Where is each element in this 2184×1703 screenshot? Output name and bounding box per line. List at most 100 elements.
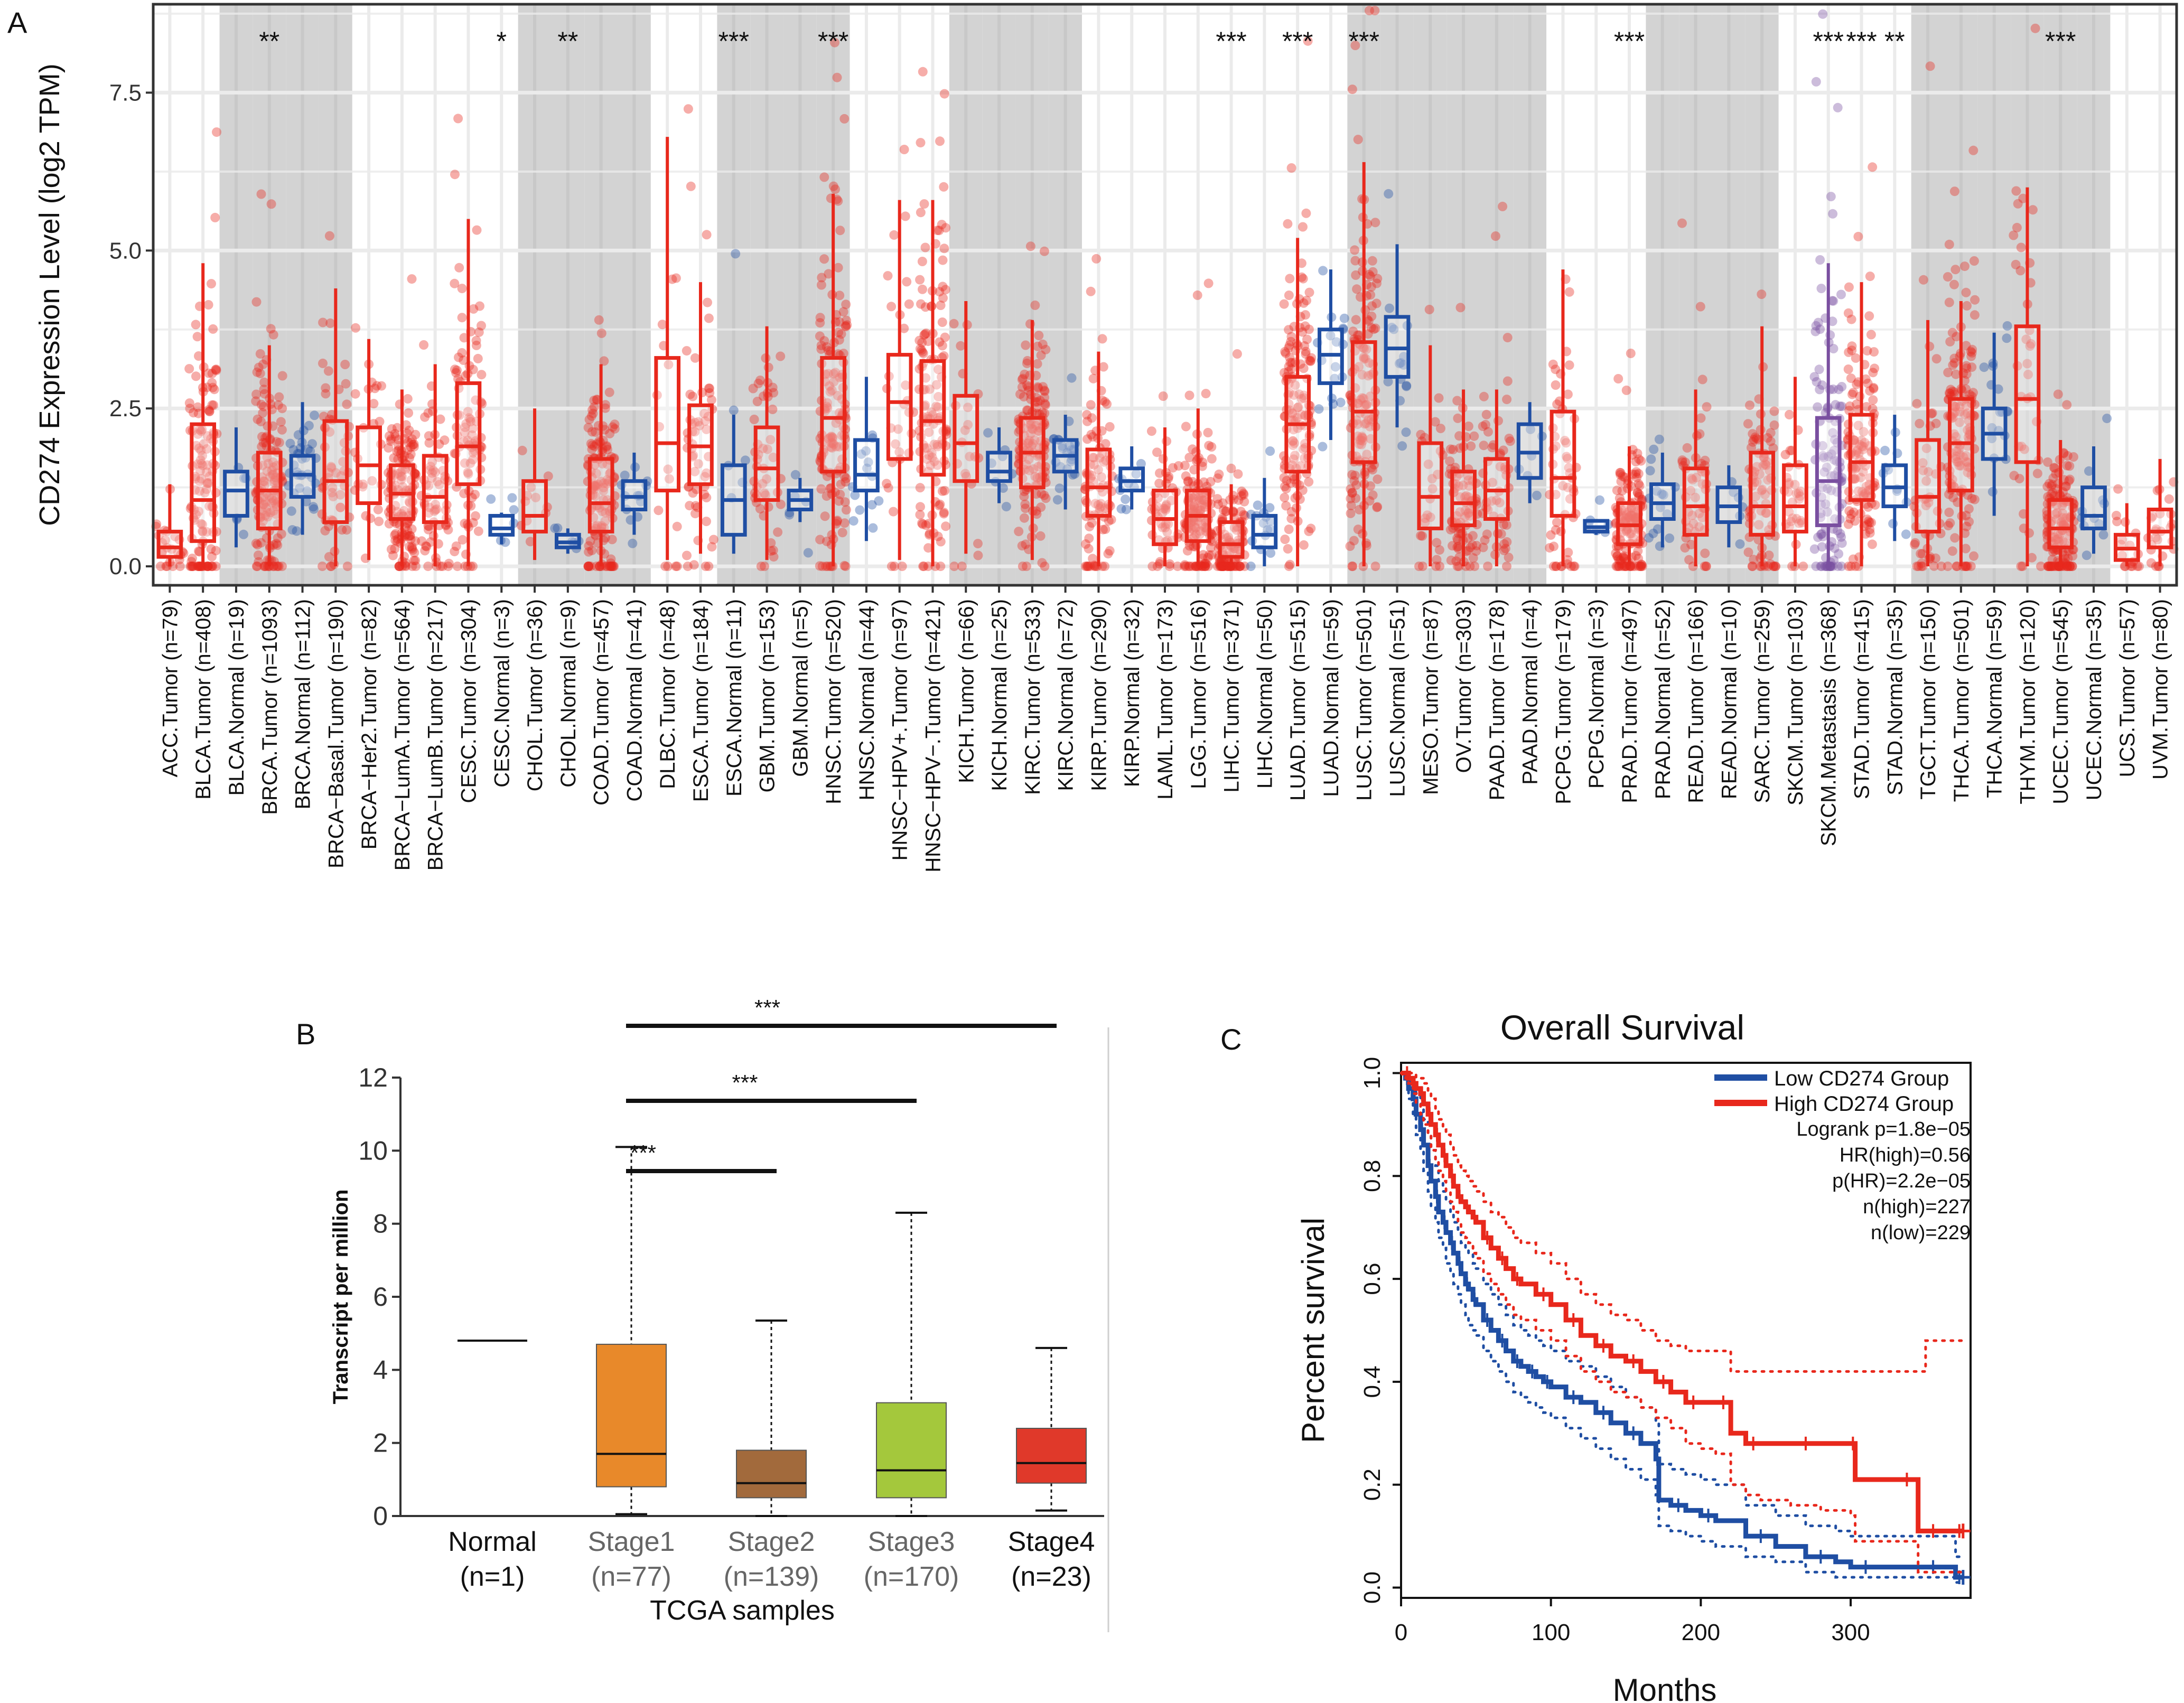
data-point xyxy=(599,356,609,366)
data-point xyxy=(188,554,197,564)
data-point xyxy=(409,439,419,449)
data-point xyxy=(706,395,716,405)
data-point xyxy=(402,428,412,438)
data-point xyxy=(207,378,217,388)
data-point xyxy=(251,297,262,307)
x-tick-label: BRCA−LumA.Tumor (n=564) xyxy=(391,599,414,871)
data-point xyxy=(694,420,704,431)
data-point xyxy=(475,301,484,311)
data-point xyxy=(202,478,212,488)
data-point xyxy=(587,427,597,437)
data-point xyxy=(195,466,205,476)
data-point xyxy=(351,323,361,333)
data-point xyxy=(335,502,346,512)
data-point xyxy=(204,406,214,416)
significance-mark: ** xyxy=(259,26,279,56)
data-point xyxy=(405,541,414,551)
data-point xyxy=(407,524,417,534)
data-point xyxy=(423,562,433,572)
data-point xyxy=(701,562,711,572)
data-point xyxy=(672,521,682,531)
data-point xyxy=(424,481,434,491)
data-point xyxy=(690,427,700,437)
data-point xyxy=(259,562,269,572)
data-point xyxy=(197,425,207,435)
plot-border xyxy=(1400,1062,1972,1599)
significance-mark: ** xyxy=(557,26,578,56)
box xyxy=(223,470,249,518)
box xyxy=(156,529,183,559)
data-point xyxy=(606,558,616,568)
data-point xyxy=(704,383,714,394)
data-point xyxy=(430,467,440,478)
category-17 xyxy=(720,249,750,554)
data-point xyxy=(276,417,286,427)
data-point xyxy=(292,526,302,536)
data-point xyxy=(239,529,248,539)
data-point xyxy=(620,470,630,480)
data-point xyxy=(704,562,714,572)
data-point xyxy=(707,542,717,552)
data-point xyxy=(406,437,416,447)
data-point xyxy=(610,424,620,434)
data-point xyxy=(321,383,331,393)
data-point xyxy=(423,408,433,418)
data-point xyxy=(410,536,421,546)
data-point xyxy=(259,389,269,399)
data-point xyxy=(392,507,402,517)
data-point xyxy=(427,473,437,483)
data-point xyxy=(202,460,212,470)
x-tick-label: BRCA−LumB.Tumor (n=217) xyxy=(424,599,447,871)
data-point xyxy=(390,429,400,439)
data-point xyxy=(427,457,437,467)
data-point xyxy=(758,479,768,489)
data-point xyxy=(425,465,435,475)
data-point xyxy=(587,405,598,415)
data-point xyxy=(256,399,266,409)
data-point xyxy=(585,536,595,546)
data-point xyxy=(769,388,779,398)
data-point xyxy=(277,425,287,435)
data-point xyxy=(193,429,203,439)
data-point xyxy=(185,562,195,572)
data-point xyxy=(326,462,336,472)
data-point xyxy=(667,274,677,284)
y-tick-label: 2.5 xyxy=(109,396,142,422)
x-tick-label: 100 xyxy=(1532,1620,1570,1645)
data-point xyxy=(592,395,602,405)
data-point xyxy=(758,444,768,454)
data-point xyxy=(193,562,203,572)
data-point xyxy=(256,417,266,427)
data-point xyxy=(202,444,212,454)
x-tick-label: BLCA.Tumor (n=408) xyxy=(192,599,215,800)
data-point xyxy=(258,461,267,471)
data-point xyxy=(427,468,437,478)
data-point xyxy=(420,412,430,422)
data-point xyxy=(191,510,201,520)
box xyxy=(488,513,515,537)
panel-a-boxplot: 0.0 2.5 5.0 7.5 CD274 Expression Level (log2… xyxy=(34,3,2179,873)
data-point xyxy=(272,437,282,447)
significance-mark: * xyxy=(497,26,507,56)
data-point xyxy=(740,455,750,465)
data-point xyxy=(591,427,601,437)
data-point xyxy=(451,368,461,378)
data-point xyxy=(762,444,772,454)
data-point xyxy=(259,401,268,411)
data-point xyxy=(692,484,702,494)
data-point xyxy=(584,415,594,425)
data-point xyxy=(273,400,283,410)
data-point xyxy=(700,416,710,426)
data-point xyxy=(443,525,453,535)
data-point xyxy=(258,516,268,526)
data-point xyxy=(302,486,312,496)
data-point xyxy=(256,189,266,199)
data-point xyxy=(204,471,214,481)
data-point xyxy=(605,562,615,572)
data-point xyxy=(550,523,560,534)
data-point xyxy=(185,404,195,414)
data-point xyxy=(285,438,295,448)
data-point xyxy=(457,313,467,323)
data-point xyxy=(269,478,279,488)
data-point xyxy=(277,562,287,572)
